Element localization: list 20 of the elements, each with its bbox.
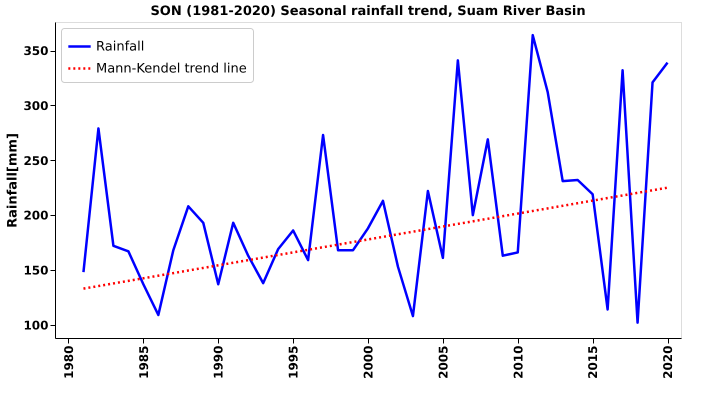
- x-tick-label: 2015: [586, 346, 600, 379]
- x-tick-label: 2000: [362, 346, 376, 379]
- legend-label: Rainfall: [96, 40, 144, 54]
- y-tick-label: 300: [23, 98, 48, 113]
- legend-label: Mann-Kendel trend line: [96, 62, 247, 76]
- y-tick-label: 100: [23, 318, 48, 332]
- x-tick-label: 1985: [136, 346, 151, 379]
- x-tick-label: 1980: [62, 346, 76, 379]
- line-series: [82, 34, 669, 324]
- x-tick-label: 2005: [436, 346, 450, 379]
- x-tick-label: 2020: [661, 346, 676, 379]
- x-tick-label: 1995: [286, 346, 301, 379]
- y-tick-label: 150: [23, 263, 48, 278]
- y-tick-label: 250: [23, 154, 48, 168]
- y-axis-title: Rainfall[mm]: [5, 133, 20, 228]
- y-tick-label: 200: [23, 208, 48, 223]
- x-tick-label: 1990: [212, 346, 226, 379]
- x-tick-label: 2010: [511, 346, 526, 379]
- y-tick-label: 350: [23, 44, 48, 58]
- chart-title: SON (1981-2020) Seasonal rainfall trend, Suam River Basin: [150, 4, 586, 19]
